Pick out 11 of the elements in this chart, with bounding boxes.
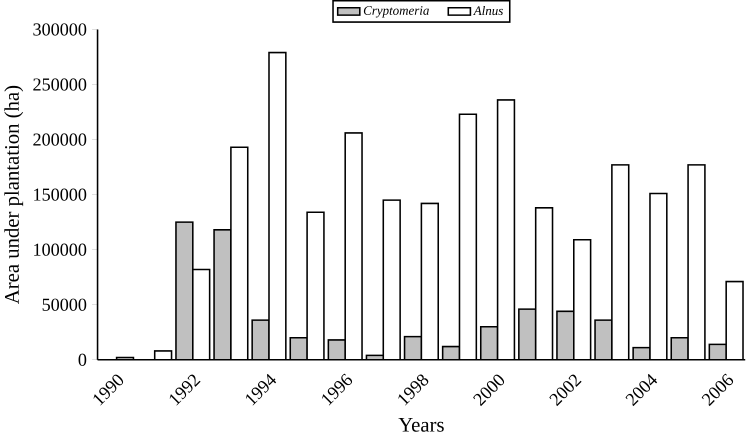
y-tick-label: 0 xyxy=(78,354,86,366)
x-axis-title: Years xyxy=(398,418,444,432)
y-tick-label: 200000 xyxy=(33,133,86,146)
legend-label: Alnus xyxy=(473,6,503,16)
y-axis-title: Area under plantation (ha) xyxy=(4,86,24,304)
y-tick-label: 150000 xyxy=(34,188,86,201)
y-tick-label: 300000 xyxy=(33,23,86,36)
y-tick-label: 50000 xyxy=(42,298,86,311)
y-tick-label: 100000 xyxy=(34,244,86,256)
legend-label: Cryptomeria xyxy=(364,6,429,18)
y-tick-label: 250000 xyxy=(33,78,86,91)
